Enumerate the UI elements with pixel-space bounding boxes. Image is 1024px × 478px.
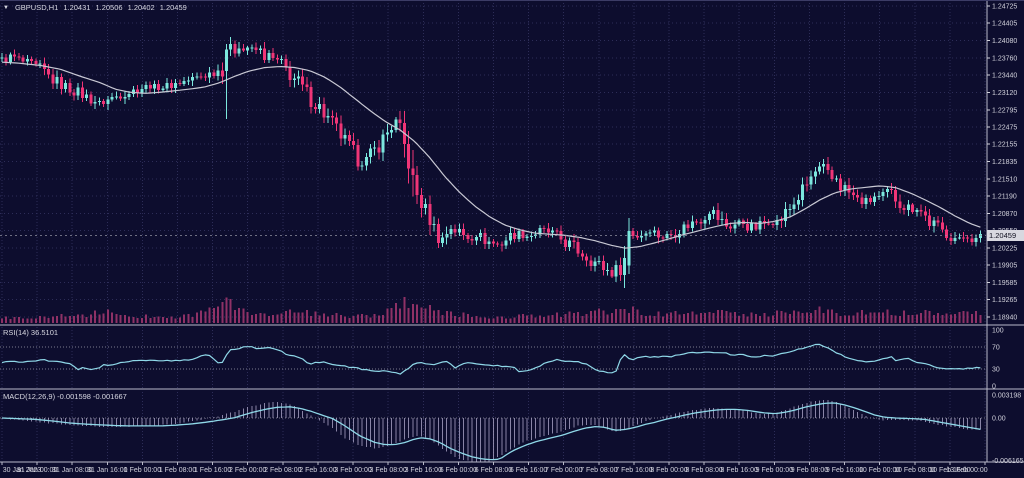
svg-text:70: 70	[992, 344, 1000, 351]
moving-average-line	[0, 61, 986, 249]
svg-text:1.20870: 1.20870	[992, 211, 1017, 218]
svg-text:7 Feb 16:00: 7 Feb 16:00	[615, 467, 652, 474]
svg-text:31 Jan 00:00: 31 Jan 00:00	[17, 467, 58, 474]
svg-text:3 Feb 08:00: 3 Feb 08:00	[369, 467, 406, 474]
svg-text:100: 100	[992, 328, 1004, 335]
svg-text:9 Feb 00:00: 9 Feb 00:00	[756, 467, 793, 474]
svg-text:6 Feb 16:00: 6 Feb 16:00	[510, 467, 547, 474]
svg-text:8 Feb 08:00: 8 Feb 08:00	[685, 467, 722, 474]
svg-text:13 Feb 00:00: 13 Feb 00:00	[946, 467, 987, 474]
symbol-dropdown-icon[interactable]: ▼	[3, 4, 9, 11]
svg-text:3 Feb 16:00: 3 Feb 16:00	[405, 467, 442, 474]
macd-panel	[0, 400, 986, 462]
svg-text:-0.006165: -0.006165	[992, 458, 1024, 465]
ohlc-close-value: 1.20459	[159, 3, 187, 12]
svg-text:31 Jan 16:00: 31 Jan 16:00	[87, 467, 128, 474]
svg-text:1.23440: 1.23440	[992, 73, 1017, 80]
svg-text:3 Feb 00:00: 3 Feb 00:00	[334, 467, 371, 474]
ohlc-open-value: 1.20431	[63, 3, 91, 12]
svg-text:1.22155: 1.22155	[992, 142, 1017, 149]
svg-text:2 Feb 00:00: 2 Feb 00:00	[229, 467, 266, 474]
symbol-timeframe-label: GBPUSD,H1	[14, 3, 59, 12]
svg-text:8 Feb 16:00: 8 Feb 16:00	[721, 467, 758, 474]
ohlc-high-value: 1.20506	[95, 3, 123, 12]
svg-text:1.24080: 1.24080	[992, 38, 1017, 45]
svg-text:1 Feb 00:00: 1 Feb 00:00	[124, 467, 161, 474]
svg-text:10 Feb 08:00: 10 Feb 08:00	[894, 467, 935, 474]
svg-text:7 Feb 00:00: 7 Feb 00:00	[545, 467, 582, 474]
svg-text:8 Feb 00:00: 8 Feb 00:00	[650, 467, 687, 474]
svg-text:7 Feb 08:00: 7 Feb 08:00	[580, 467, 617, 474]
svg-text:1.18940: 1.18940	[992, 315, 1017, 322]
svg-text:30 Jan 2023: 30 Jan 2023	[3, 467, 42, 474]
grid-layer	[0, 3, 986, 465]
svg-text:1.20225: 1.20225	[992, 245, 1017, 252]
svg-text:1.19905: 1.19905	[992, 263, 1017, 270]
svg-text:1.24405: 1.24405	[992, 21, 1017, 28]
svg-text:10 Feb 00:00: 10 Feb 00:00	[859, 467, 900, 474]
current-price-tag: 1.20459	[987, 230, 1024, 241]
svg-text:1.21510: 1.21510	[992, 176, 1017, 183]
svg-text:30: 30	[992, 367, 1000, 374]
svg-text:9 Feb 08:00: 9 Feb 08:00	[791, 467, 828, 474]
svg-text:6 Feb 08:00: 6 Feb 08:00	[475, 467, 512, 474]
svg-text:10 Feb 16:00: 10 Feb 16:00	[929, 467, 970, 474]
svg-text:9 Feb 16:00: 9 Feb 16:00	[826, 467, 863, 474]
svg-text:1.22795: 1.22795	[992, 107, 1017, 114]
svg-text:0.003198: 0.003198	[992, 392, 1021, 399]
svg-text:1 Feb 16:00: 1 Feb 16:00	[194, 467, 231, 474]
rsi-indicator-caption: RSI(14) 36.5101	[3, 328, 59, 337]
svg-text:1.23760: 1.23760	[992, 55, 1017, 62]
svg-text:2 Feb 16:00: 2 Feb 16:00	[299, 467, 336, 474]
volume-bars	[1, 297, 982, 323]
svg-text:1.19265: 1.19265	[992, 297, 1017, 304]
svg-text:1.22475: 1.22475	[992, 124, 1017, 131]
svg-text:1.24725: 1.24725	[992, 4, 1017, 11]
svg-text:1.19585: 1.19585	[992, 280, 1017, 287]
candles-layer	[0, 37, 982, 289]
svg-text:0.00: 0.00	[992, 416, 1006, 423]
ohlc-low-value: 1.20402	[127, 3, 155, 12]
svg-text:31 Jan 08:00: 31 Jan 08:00	[52, 467, 93, 474]
macd-indicator-caption: MACD(12,26,9) -0.001598 -0.001667	[3, 392, 127, 401]
svg-text:1.21190: 1.21190	[992, 194, 1017, 201]
svg-text:2 Feb 08:00: 2 Feb 08:00	[264, 467, 301, 474]
svg-text:1 Feb 08:00: 1 Feb 08:00	[159, 467, 196, 474]
rsi-panel	[0, 343, 986, 375]
symbol-caption: ▼ GBPUSD,H1 1.20431 1.20506 1.20402 1.20…	[3, 3, 187, 12]
svg-text:1.23120: 1.23120	[992, 90, 1017, 97]
svg-text:0: 0	[992, 384, 996, 391]
panel-separators	[0, 1, 1024, 463]
svg-text:6 Feb 00:00: 6 Feb 00:00	[440, 467, 477, 474]
svg-text:1.21835: 1.21835	[992, 159, 1017, 166]
